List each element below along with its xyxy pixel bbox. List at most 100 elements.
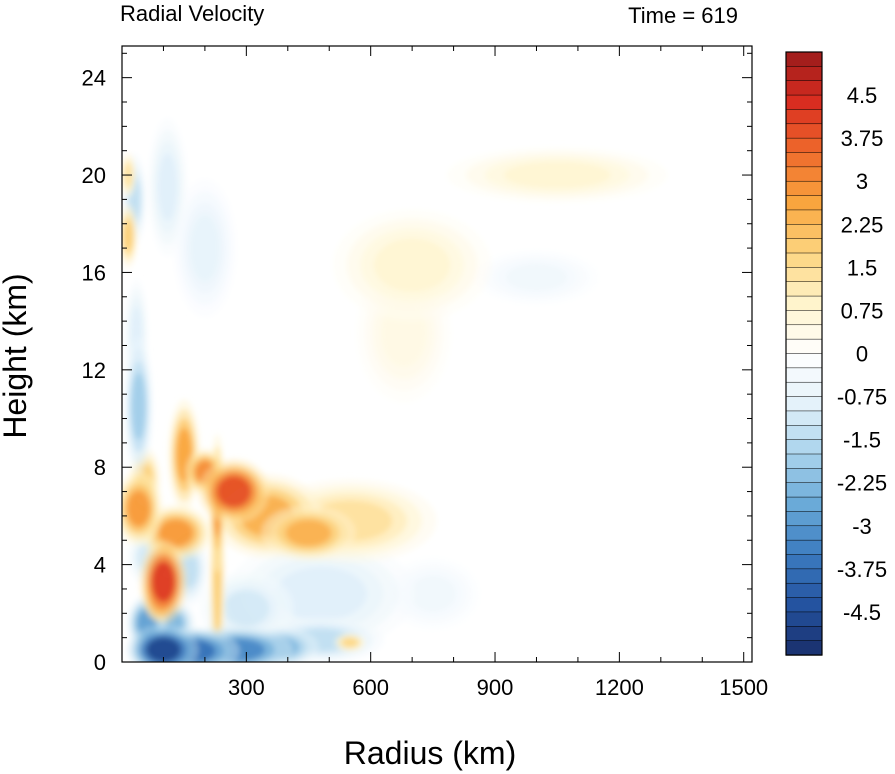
- velocity-contour: [285, 519, 332, 547]
- colorbar-bin: [785, 453, 823, 470]
- colorbar-bin: [785, 396, 823, 412]
- velocity-contour: [342, 638, 358, 647]
- velocity-feature: [446, 147, 668, 203]
- colorbar-bin: [785, 353, 823, 369]
- y-tick-label: 20: [82, 163, 106, 188]
- colorbar-frame: [785, 51, 823, 656]
- colorbar-label: -3: [852, 514, 872, 539]
- velocity-feature: [198, 459, 270, 524]
- x-tick-label: 1500: [719, 675, 768, 700]
- velocity-contour: [223, 590, 270, 627]
- colorbar-bin: [785, 267, 823, 283]
- velocity-feature: [261, 505, 356, 561]
- velocity-feature: [139, 540, 187, 624]
- velocity-contour: [189, 214, 221, 282]
- colorbar-bin: [785, 338, 823, 355]
- chart-subtitle: Time = 619: [628, 3, 738, 28]
- colorbar-bin: [785, 367, 823, 383]
- colorbar-bin: [785, 94, 823, 111]
- colorbar-bin: [785, 439, 823, 455]
- velocity-contour: [127, 490, 151, 527]
- velocity-contour: [158, 519, 194, 547]
- colorbar-bin: [785, 425, 823, 441]
- colorbar-bin: [785, 51, 823, 68]
- axes: 300 600 900 1200 1500 0 4 8 12 16 20 24: [82, 46, 768, 700]
- velocity-feature: [124, 336, 153, 476]
- velocity-feature: [128, 624, 199, 662]
- x-tick-label: 1200: [595, 675, 644, 700]
- colorbar-label: -4.5: [843, 600, 881, 625]
- colorbar-bin: [785, 295, 823, 312]
- colorbar-label: 3: [856, 169, 868, 194]
- colorbar: 4.5 3.75 3 2.25 1.5 0.75 0 -0.75 -1.5 -2.25 -3 -3.7…: [785, 51, 887, 656]
- velocity-feature: [122, 203, 138, 269]
- x-axis-label: Radius (km): [344, 735, 516, 771]
- colorbar-bin: [785, 381, 823, 398]
- velocity-contour: [505, 263, 568, 291]
- colorbar-bin: [785, 152, 823, 168]
- colorbar-bin: [785, 80, 823, 96]
- colorbar-label: 1.5: [847, 255, 878, 280]
- colorbar-bin: [785, 468, 823, 484]
- velocity-field: [122, 117, 668, 662]
- colorbar-label: 4.5: [847, 83, 878, 108]
- colorbar-bin: [785, 525, 823, 541]
- colorbar-bin: [785, 539, 823, 556]
- colorbar-bin: [785, 310, 823, 326]
- velocity-contour: [274, 566, 367, 621]
- colorbar-bin: [785, 224, 823, 240]
- colorbar-bin: [785, 109, 823, 125]
- colorbar-label: 0.75: [841, 298, 884, 323]
- colorbar-bin: [785, 137, 823, 154]
- colorbar-bin: [785, 496, 823, 513]
- colorbar-bin: [785, 238, 823, 254]
- colorbar-bin: [785, 511, 823, 527]
- colorbar-bin: [785, 209, 823, 225]
- velocity-contour: [373, 238, 451, 293]
- colorbar-bin: [785, 482, 823, 498]
- colorbar-bin: [785, 324, 823, 340]
- colorbar-bin: [785, 582, 823, 599]
- velocity-feature: [473, 249, 600, 306]
- x-tick-label: 600: [352, 675, 389, 700]
- y-tick-label: 4: [94, 553, 106, 578]
- colorbar-label: 2.25: [841, 212, 884, 237]
- colorbar-bin: [785, 626, 823, 642]
- colorbar-bin: [785, 568, 823, 584]
- y-tick-label: 16: [82, 260, 106, 285]
- colorbar-label: -2.25: [837, 471, 887, 496]
- colorbar-bin: [785, 597, 823, 613]
- colorbar-bin: [785, 410, 823, 426]
- colorbar-bin: [785, 640, 823, 656]
- colorbar-bin: [785, 123, 823, 139]
- velocity-contour: [158, 153, 178, 221]
- chart-title: Radial Velocity: [120, 1, 264, 26]
- velocity-feature: [333, 209, 491, 321]
- plot-frame: [121, 45, 753, 663]
- colorbar-bin: [785, 180, 823, 197]
- velocity-contour: [151, 561, 175, 602]
- y-axis-label: Height (km): [0, 273, 33, 438]
- y-tick-label: 8: [94, 455, 106, 480]
- colorbar-bin: [785, 66, 823, 82]
- y-tick-label: 24: [82, 66, 106, 91]
- colorbar-bin: [785, 554, 823, 570]
- velocity-contour: [123, 220, 133, 252]
- colorbar-label: -3.75: [837, 557, 887, 582]
- colorbar-label: -1.5: [843, 428, 881, 453]
- y-tick-label: 0: [94, 650, 106, 675]
- velocity-contour: [146, 637, 181, 662]
- velocity-contour: [131, 372, 146, 441]
- velocity-contour: [503, 161, 611, 189]
- colorbar-bin: [785, 281, 823, 297]
- x-tick-label: 300: [228, 675, 265, 700]
- x-tick-label: 900: [477, 675, 514, 700]
- velocity-feature: [147, 117, 188, 257]
- colorbar-label: -0.75: [837, 385, 887, 410]
- velocity-contour: [409, 575, 456, 612]
- velocity-feature: [122, 471, 163, 546]
- colorbar-bin: [785, 252, 823, 269]
- colorbar-label: 0: [856, 342, 868, 367]
- y-tick-label: 12: [82, 358, 106, 383]
